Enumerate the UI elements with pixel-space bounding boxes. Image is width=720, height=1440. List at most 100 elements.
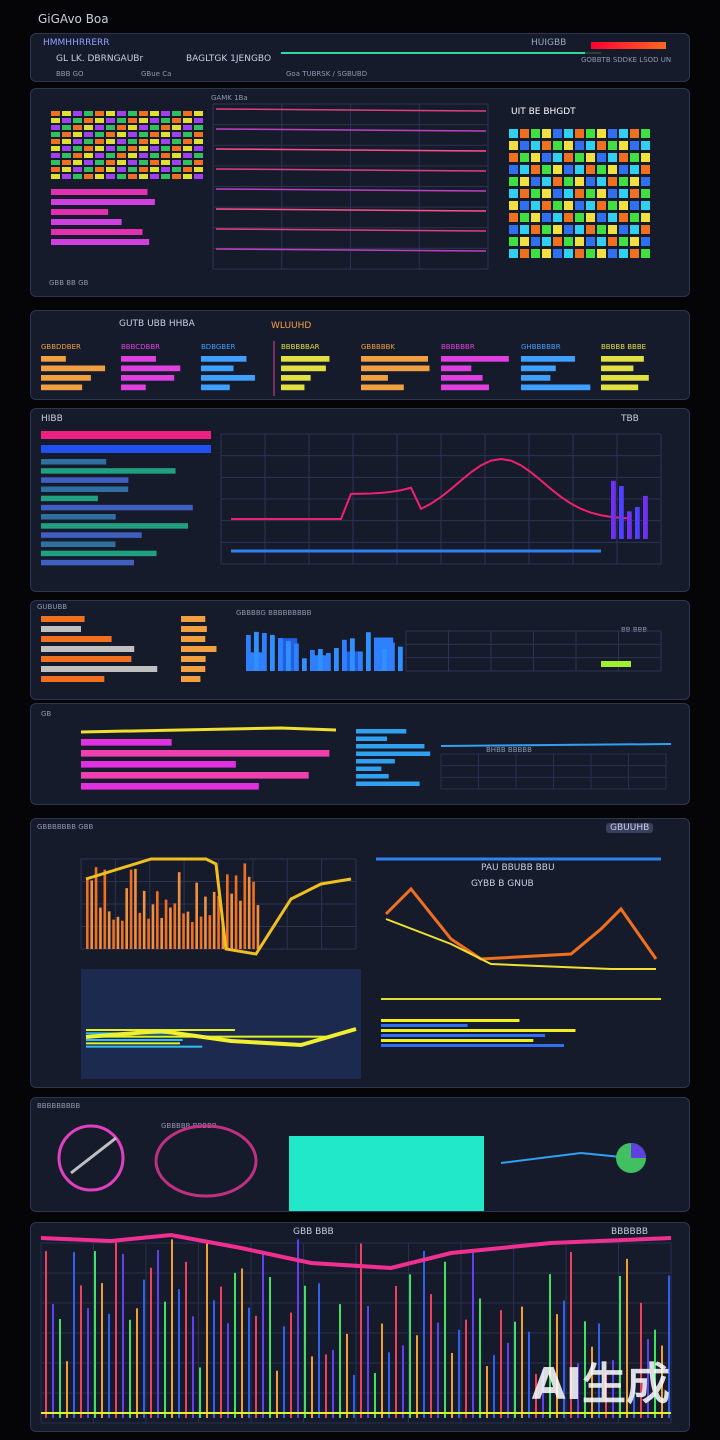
heat-cell xyxy=(520,153,529,162)
heat-cell xyxy=(608,237,617,246)
bar xyxy=(121,375,175,381)
heat-cell xyxy=(520,213,529,222)
heat-cell xyxy=(106,174,115,179)
heat-cell xyxy=(586,165,595,174)
bar xyxy=(358,651,363,671)
series-line xyxy=(215,228,487,232)
heat-cell xyxy=(194,160,203,165)
bar xyxy=(181,646,217,652)
heat-cell xyxy=(542,237,551,246)
bar xyxy=(41,504,193,511)
brand: HMMHHRRERR xyxy=(43,38,110,48)
bar xyxy=(181,676,201,682)
heat-cell xyxy=(95,125,104,130)
heat-cell xyxy=(542,249,551,258)
heat-cell xyxy=(62,118,71,123)
bar xyxy=(181,656,206,662)
bar xyxy=(201,356,247,362)
series-line xyxy=(215,148,487,152)
heat-cell xyxy=(183,174,192,179)
bar xyxy=(350,638,355,671)
heat-cell xyxy=(597,129,606,138)
bar xyxy=(81,761,236,768)
column-header: GBBDDBER xyxy=(41,343,81,351)
heat-cell xyxy=(106,153,115,158)
heat-cell xyxy=(161,111,170,116)
heat-cell xyxy=(84,125,93,130)
column-header: BBBCDBBR xyxy=(121,343,161,351)
heat-cell xyxy=(553,189,562,198)
heat-cell xyxy=(172,146,181,151)
heat-cell xyxy=(641,165,650,174)
area-bg xyxy=(81,969,361,1079)
bar xyxy=(361,365,430,372)
bar xyxy=(86,1045,203,1048)
bar xyxy=(86,1042,180,1045)
right-badge[interactable]: HUIGBB xyxy=(531,38,567,48)
heat-cell xyxy=(117,160,126,165)
heat-cell xyxy=(619,129,628,138)
column-header: BBBBBBR xyxy=(441,343,475,351)
bar xyxy=(212,891,216,949)
heat-cell xyxy=(51,174,60,179)
bar xyxy=(361,375,388,381)
heat-cell xyxy=(161,146,170,151)
heat-cell xyxy=(575,201,584,210)
heat-cell xyxy=(531,141,540,150)
heat-cell xyxy=(161,160,170,165)
bar xyxy=(521,375,551,381)
progress-fill xyxy=(281,52,585,54)
panel-7-visuals xyxy=(57,1124,646,1211)
bar xyxy=(177,872,181,949)
panel-title: GUBUBB xyxy=(37,603,68,611)
bar xyxy=(41,666,158,672)
panel-badge[interactable]: BBBBBB xyxy=(611,1227,649,1237)
header-bar xyxy=(41,431,211,439)
heat-cell xyxy=(575,213,584,222)
heat-cell xyxy=(641,153,650,162)
heat-cell xyxy=(95,139,104,144)
heat-cell xyxy=(194,125,203,130)
heat-cell xyxy=(73,125,82,130)
heat-cell xyxy=(150,125,159,130)
progress-track[interactable] xyxy=(281,52,601,54)
heat-cell xyxy=(150,118,159,123)
heat-cell xyxy=(150,167,159,172)
column-header: BBBBBBAR xyxy=(281,343,320,351)
pie-slice xyxy=(631,1143,646,1158)
bar xyxy=(635,507,640,539)
heat-cell xyxy=(575,141,584,150)
series-line xyxy=(231,457,632,520)
heat-cell xyxy=(139,139,148,144)
heat-cell xyxy=(139,153,148,158)
panel-6: GBBBBBBB GBB GBUUHB PAU BBUBB BBU GYBB B… xyxy=(30,818,690,1088)
heat-cell xyxy=(542,141,551,150)
bar xyxy=(281,375,311,381)
heat-cell xyxy=(531,129,540,138)
heat-cell xyxy=(194,153,203,158)
bar xyxy=(86,878,89,949)
heat-cell xyxy=(73,174,82,179)
panel-badge[interactable]: GBUUHB xyxy=(606,823,654,833)
heat-cell xyxy=(531,177,540,186)
heat-cell xyxy=(586,201,595,210)
heat-cell xyxy=(51,167,60,172)
series-line xyxy=(85,1027,357,1048)
bar xyxy=(41,468,176,474)
heat-cell xyxy=(553,141,562,150)
heat-cell xyxy=(183,167,192,172)
bar xyxy=(121,365,181,372)
bar xyxy=(270,634,275,671)
heat-cell xyxy=(51,146,60,151)
bar xyxy=(81,783,259,790)
heat-cell xyxy=(161,174,170,179)
heat-cell xyxy=(597,237,606,246)
bar xyxy=(243,863,247,949)
heat-cell xyxy=(117,167,126,172)
bar xyxy=(254,631,259,671)
heat-cell xyxy=(619,225,628,234)
heat-cell xyxy=(161,132,170,137)
right-meta: GOBBTB SDDKE LSOD UN xyxy=(581,56,672,64)
heat-cell xyxy=(95,132,104,137)
heat-cell xyxy=(509,237,518,246)
